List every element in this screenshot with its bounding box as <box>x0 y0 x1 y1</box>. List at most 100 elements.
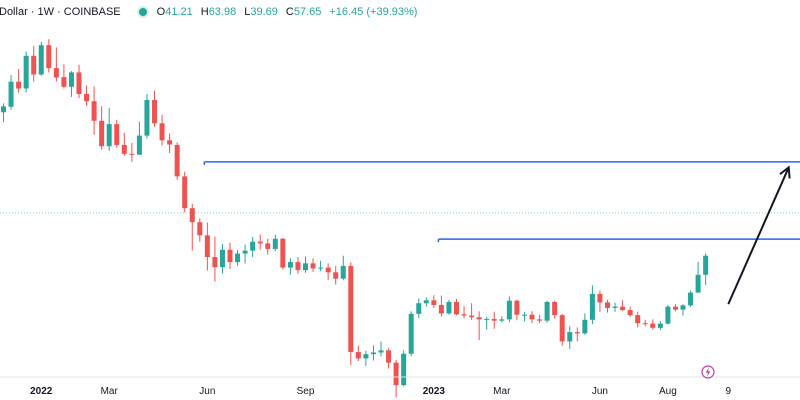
candle-body <box>484 318 490 320</box>
candle <box>657 321 663 330</box>
candle-body <box>642 323 648 325</box>
candle-body <box>99 120 105 147</box>
candle-body <box>250 241 256 251</box>
drawings-layer <box>0 161 800 305</box>
candle-body <box>91 101 97 121</box>
candle <box>642 319 648 327</box>
legend-header: Dollar · 1W · COINBASE O 41.21 H 63.98 L 39… <box>0 0 800 24</box>
candle <box>23 51 29 93</box>
x-tick-label: Sep <box>297 386 315 397</box>
candle-body <box>310 263 316 269</box>
candle <box>167 133 173 154</box>
candle <box>386 348 392 369</box>
candle <box>680 304 686 316</box>
candle-body <box>454 301 459 315</box>
candle-body <box>438 304 444 314</box>
x-axis-ticks: 2022MarJunSep2023MarJunAug92024 <box>30 386 731 397</box>
candle <box>46 39 52 73</box>
candle-body <box>303 263 308 271</box>
candle <box>53 47 59 82</box>
candle-body <box>650 323 656 328</box>
x-tick-label: Mar <box>101 386 119 397</box>
candle <box>1 103 6 123</box>
candle <box>688 290 694 308</box>
candle <box>38 41 44 76</box>
candle <box>121 132 127 156</box>
candle-body <box>620 306 626 311</box>
candle-body <box>61 77 67 87</box>
candle-body <box>567 332 573 342</box>
x-tick-label: 2023 <box>423 386 446 397</box>
ohlc-change: +16.45 (+39.93%) <box>329 6 418 18</box>
candle <box>99 106 105 150</box>
candle-body <box>612 306 618 308</box>
candle-body <box>121 144 127 154</box>
candle <box>582 313 588 335</box>
candle-body <box>559 315 565 342</box>
candle <box>31 46 37 82</box>
candle <box>423 297 429 307</box>
candle-body <box>167 140 173 145</box>
candle-body <box>393 362 399 386</box>
x-tick-label: Jun <box>592 386 608 397</box>
candle-body <box>703 255 709 275</box>
candle <box>454 299 459 316</box>
candle-body <box>295 262 301 271</box>
candle <box>235 250 241 266</box>
candle <box>695 261 701 293</box>
candle-body <box>84 94 90 102</box>
candle <box>438 295 444 317</box>
candle-body <box>665 306 671 324</box>
candle <box>567 326 573 349</box>
candle <box>310 258 316 272</box>
candle <box>650 319 656 330</box>
candle-body <box>529 314 535 320</box>
candle-body <box>333 272 339 279</box>
candle-body <box>672 306 678 310</box>
candle-body <box>38 45 44 75</box>
ohlc-open: O 41.21 <box>156 6 193 18</box>
candle-body <box>129 153 135 155</box>
candle-body <box>76 72 82 95</box>
candle-body <box>514 300 520 315</box>
candle <box>499 316 505 323</box>
candle <box>152 90 157 127</box>
candle <box>589 285 595 325</box>
candle-body <box>461 314 467 316</box>
lightning-icon[interactable] <box>701 365 715 379</box>
candle <box>204 222 210 271</box>
candle-body <box>348 265 354 353</box>
symbol-title[interactable]: Dollar · 1W · COINBASE <box>0 6 121 18</box>
trend-arrow-line <box>727 167 790 305</box>
candle <box>272 234 278 252</box>
candle-body <box>469 315 475 318</box>
candle <box>446 299 452 315</box>
candle <box>182 171 188 213</box>
candle <box>597 290 603 312</box>
candle-body <box>1 106 6 113</box>
candle-body <box>212 256 218 268</box>
candle-body <box>46 45 52 69</box>
candle-body <box>446 301 452 314</box>
candle-body <box>182 176 188 209</box>
candle-body <box>476 317 482 320</box>
candle-body <box>219 249 225 268</box>
candle <box>703 253 709 285</box>
candle <box>408 311 414 357</box>
x-tick-label: Aug <box>659 386 677 397</box>
candle <box>635 311 641 328</box>
candle <box>159 114 165 146</box>
candle <box>84 85 90 106</box>
candle-body <box>401 353 407 386</box>
candle <box>559 313 565 346</box>
candle-body <box>189 208 195 223</box>
candle <box>348 262 354 366</box>
candle <box>91 86 97 135</box>
candle <box>627 306 633 317</box>
candle <box>174 142 180 180</box>
candle-body <box>287 262 293 268</box>
candle-body <box>144 99 150 136</box>
candle <box>672 304 678 312</box>
candle-body <box>242 250 248 254</box>
